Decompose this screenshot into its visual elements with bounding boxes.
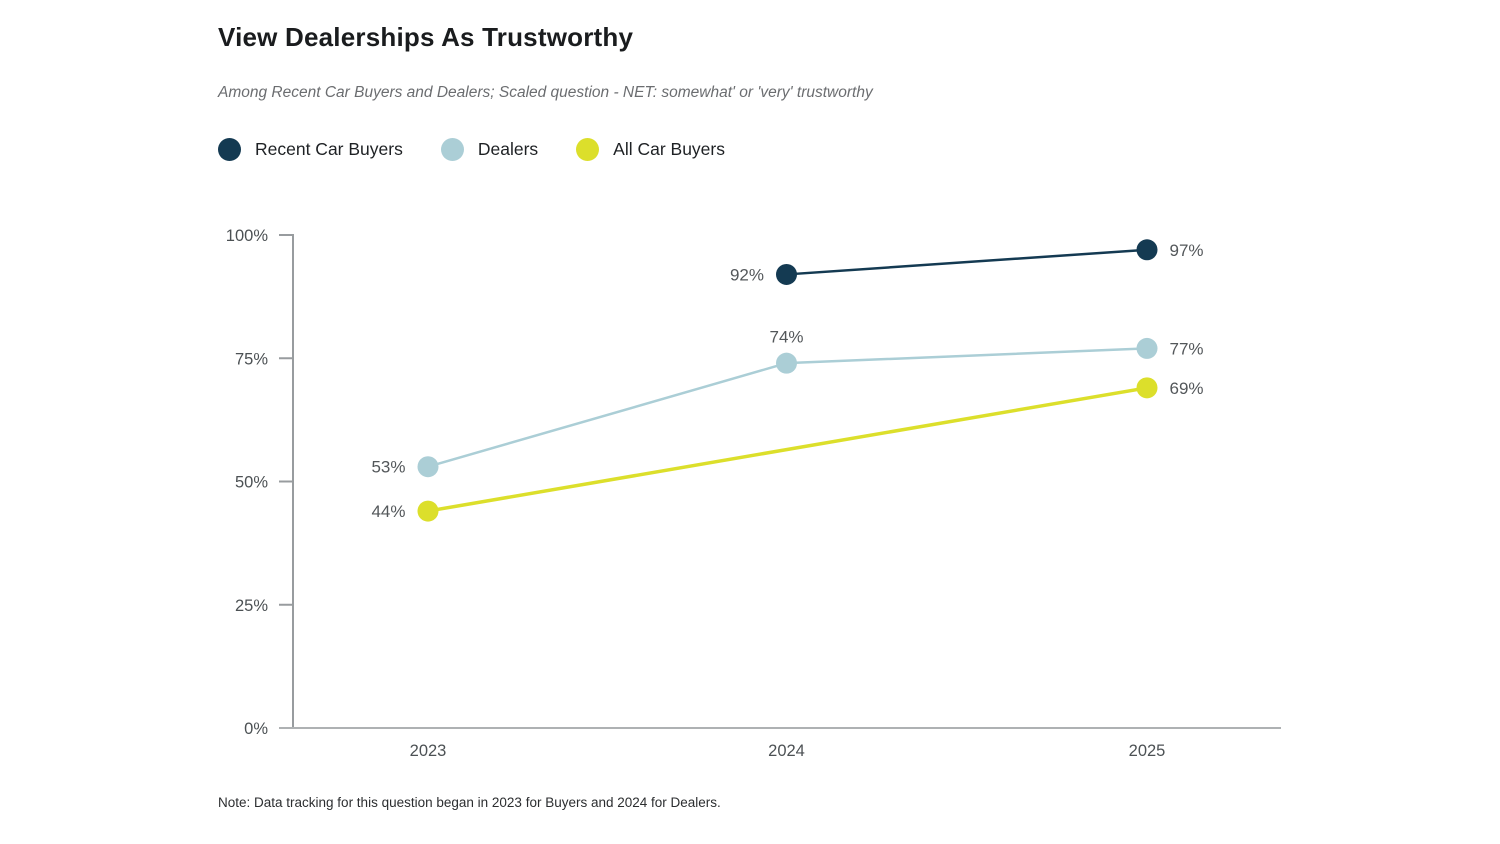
data-point-label: 97%	[1170, 241, 1204, 260]
x-tick-label: 2024	[768, 742, 805, 760]
series-line	[427, 386, 1148, 513]
y-tick-label: 50%	[235, 474, 268, 492]
chart-note: Note: Data tracking for this question be…	[218, 795, 721, 810]
chart-subtitle: Among Recent Car Buyers and Dealers; Sca…	[218, 84, 873, 101]
legend-item-recent-car-buyers: Recent Car Buyers	[218, 138, 403, 161]
data-point-marker	[776, 263, 797, 285]
data-point-label: 44%	[371, 502, 405, 521]
data-point-marker	[1136, 377, 1158, 399]
y-tick-label: 0%	[244, 720, 268, 738]
data-point-label: 69%	[1170, 379, 1204, 398]
y-tick-label: 100%	[226, 227, 269, 245]
legend-label: Recent Car Buyers	[255, 139, 403, 159]
page-title: View Dealerships As Trustworthy	[218, 22, 634, 52]
legend-swatch-icon	[576, 138, 600, 161]
data-point-marker	[417, 500, 439, 522]
legend-item-all-car-buyers: All Car Buyers	[576, 138, 725, 161]
data-point-marker	[417, 456, 439, 478]
data-point-label: 53%	[371, 458, 405, 477]
series-line	[786, 248, 1148, 276]
x-tick-label: 2023	[410, 742, 447, 760]
legend-item-dealers: Dealers	[440, 138, 539, 161]
legend-label: All Car Buyers	[613, 139, 725, 159]
data-point-label: 74%	[769, 328, 803, 347]
data-point-marker	[1136, 239, 1158, 261]
legend-label: Dealers	[477, 139, 539, 159]
legend-swatch-icon	[218, 138, 241, 161]
data-point-marker	[1136, 337, 1158, 359]
chart-legend: Recent Car Buyers Dealers All Car Buyers	[218, 138, 763, 161]
legend-swatch-icon	[440, 138, 464, 161]
data-point-label: 92%	[730, 265, 764, 284]
y-tick-label: 75%	[235, 350, 268, 368]
y-tick-label: 25%	[235, 597, 268, 615]
data-point-label: 77%	[1170, 339, 1204, 358]
data-point-marker	[776, 352, 797, 374]
x-tick-label: 2025	[1129, 742, 1166, 760]
